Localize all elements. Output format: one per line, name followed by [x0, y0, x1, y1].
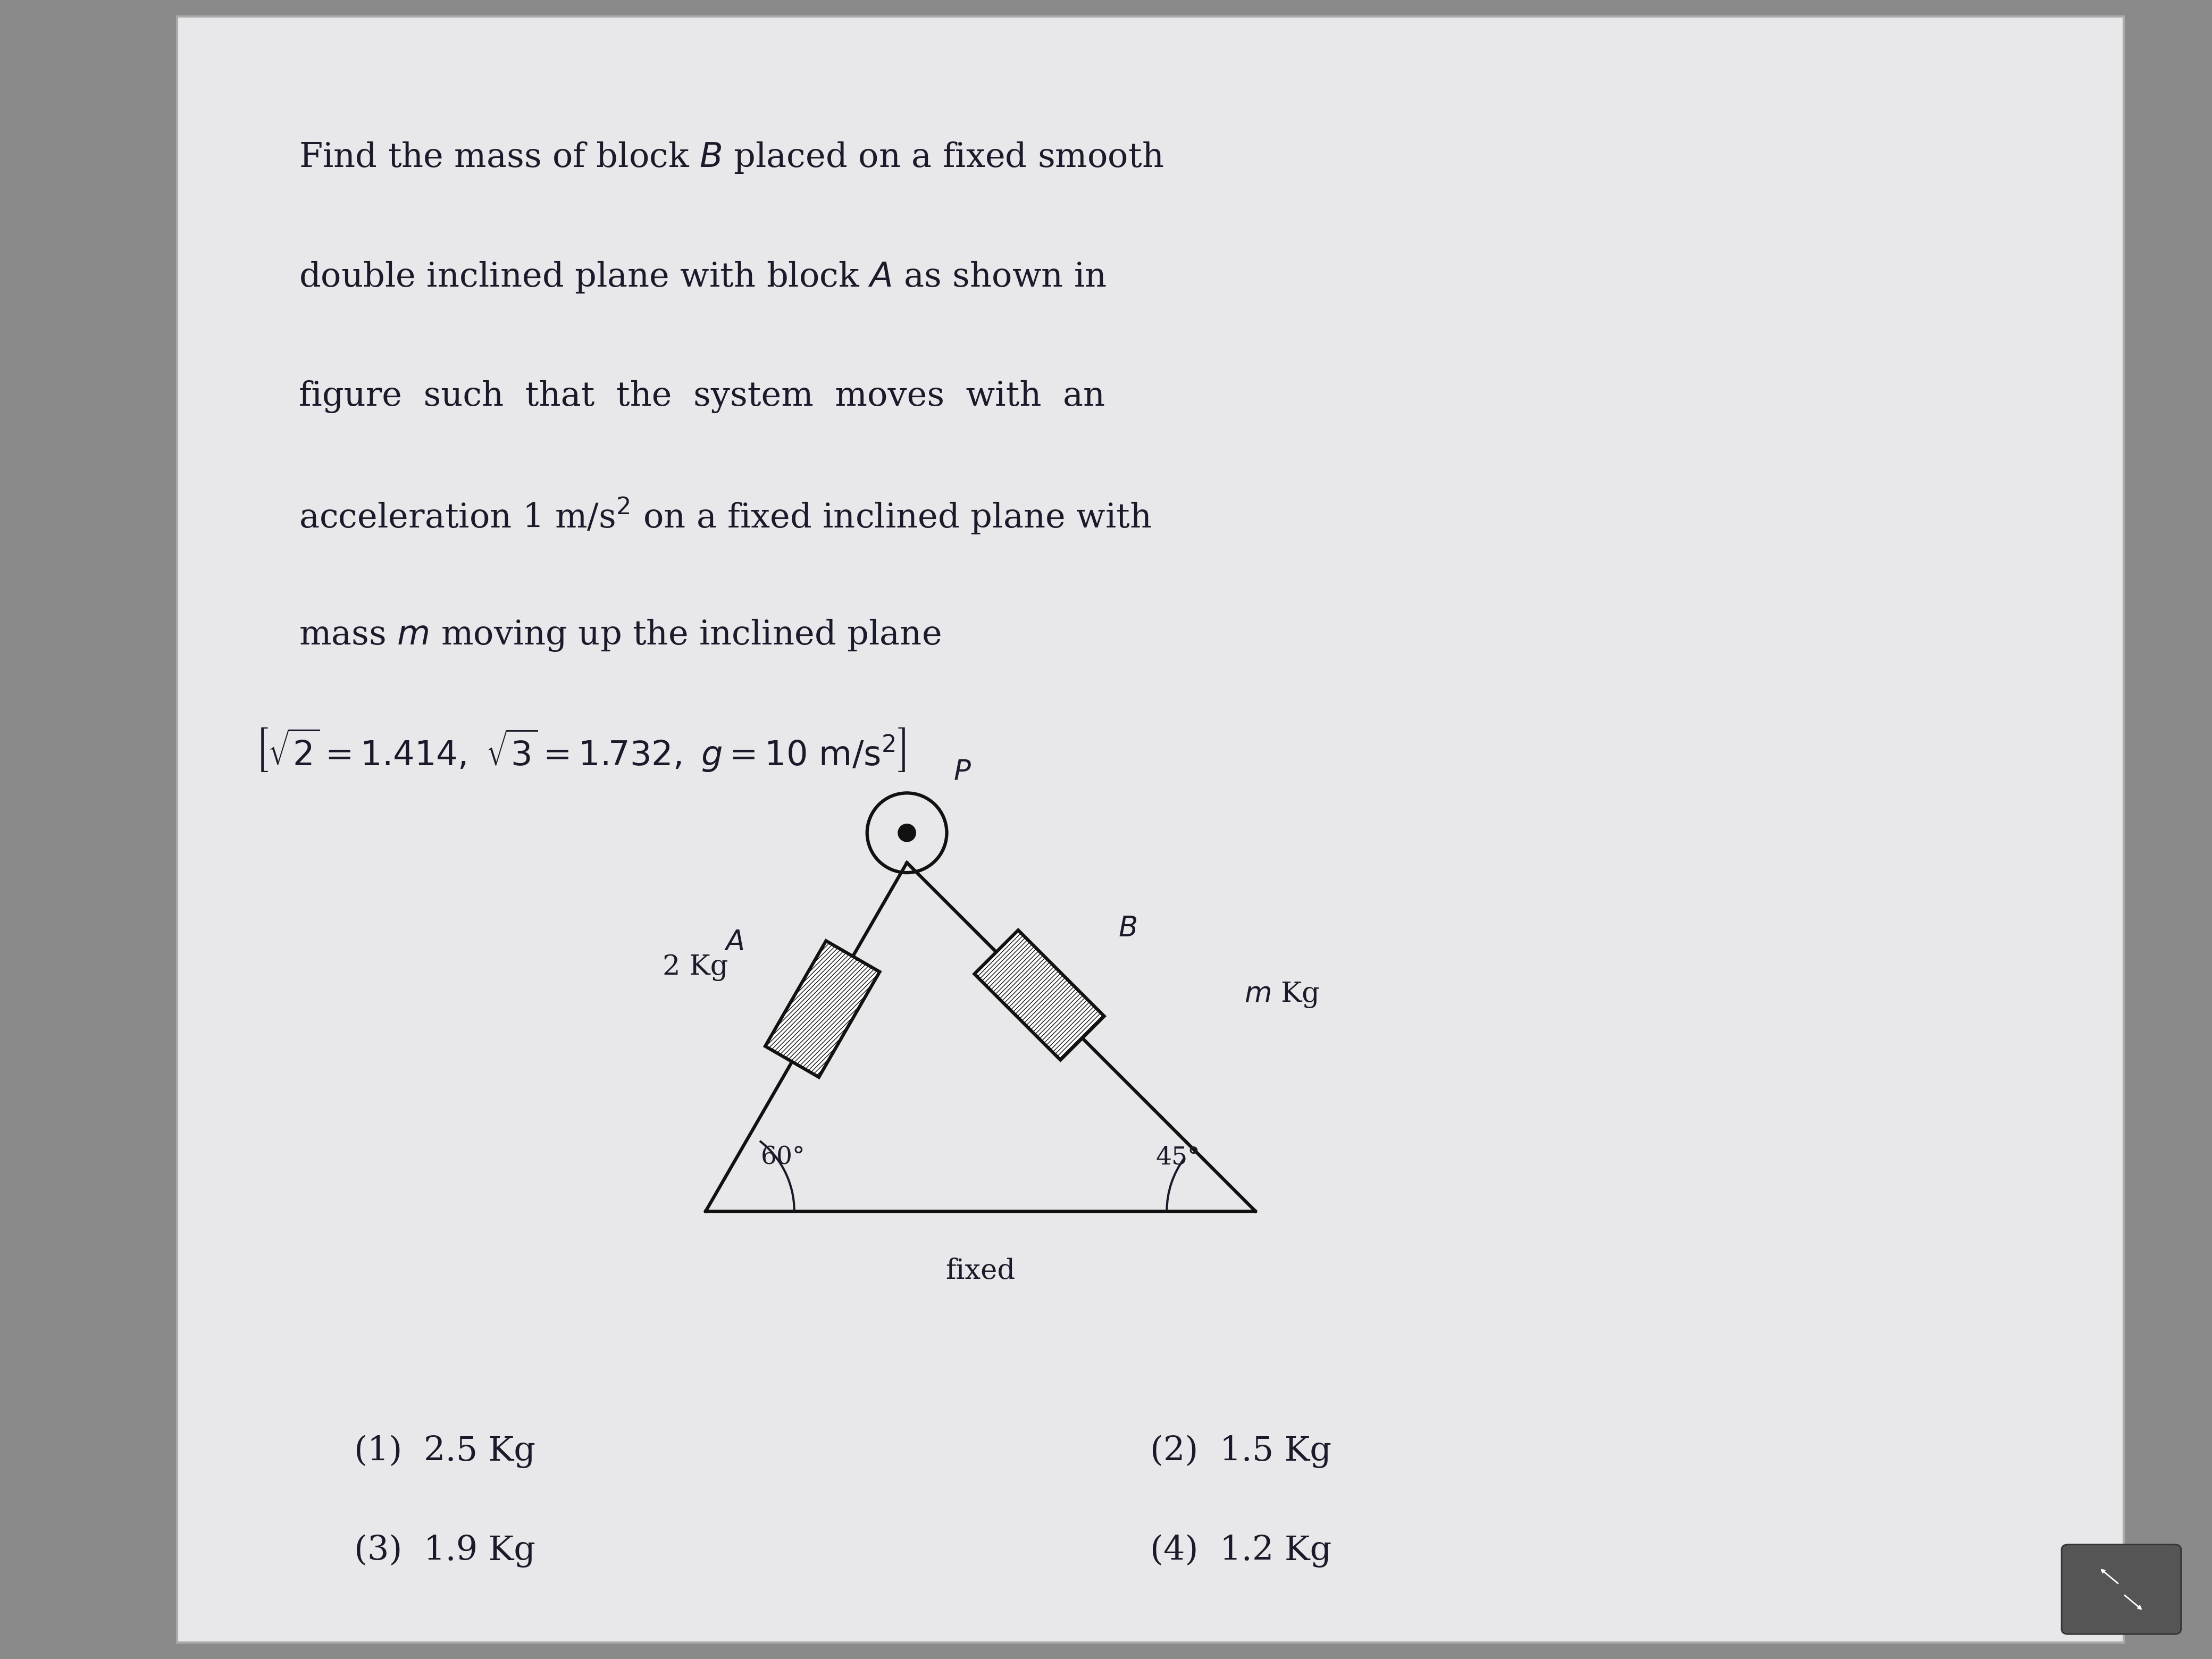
- Text: fixed: fixed: [947, 1258, 1015, 1284]
- Text: (2)  1.5 Kg: (2) 1.5 Kg: [1150, 1435, 1332, 1468]
- Text: figure  such  that  the  system  moves  with  an: figure such that the system moves with a…: [299, 380, 1104, 413]
- Text: $A$: $A$: [723, 929, 743, 956]
- Text: (1)  2.5 Kg: (1) 2.5 Kg: [354, 1435, 535, 1468]
- FancyBboxPatch shape: [177, 17, 2124, 1642]
- Text: $P$: $P$: [953, 760, 971, 786]
- Polygon shape: [975, 931, 1104, 1060]
- Text: mass $m$ moving up the inclined plane: mass $m$ moving up the inclined plane: [299, 617, 940, 654]
- Ellipse shape: [898, 825, 916, 841]
- Text: (3)  1.9 Kg: (3) 1.9 Kg: [354, 1535, 535, 1568]
- Text: $\left[\sqrt{2}=1.414,\ \sqrt{3}=1.732,\ g=10\ \mathrm{m/s}^2\right]$: $\left[\sqrt{2}=1.414,\ \sqrt{3}=1.732,\…: [254, 727, 907, 773]
- Text: 2 Kg: 2 Kg: [661, 954, 728, 980]
- Text: $B$: $B$: [1119, 916, 1137, 942]
- Text: (4)  1.2 Kg: (4) 1.2 Kg: [1150, 1535, 1332, 1568]
- Text: 45°: 45°: [1155, 1145, 1199, 1170]
- Polygon shape: [765, 941, 880, 1077]
- FancyBboxPatch shape: [2062, 1545, 2181, 1634]
- Text: 60°: 60°: [761, 1145, 805, 1170]
- Text: $m$ Kg: $m$ Kg: [1243, 980, 1321, 1009]
- Text: acceleration 1 m/s$^2$ on a fixed inclined plane with: acceleration 1 m/s$^2$ on a fixed inclin…: [299, 496, 1152, 536]
- Text: Find the mass of block $B$ placed on a fixed smooth: Find the mass of block $B$ placed on a f…: [299, 139, 1164, 176]
- Text: double inclined plane with block $A$ as shown in: double inclined plane with block $A$ as …: [299, 259, 1106, 295]
